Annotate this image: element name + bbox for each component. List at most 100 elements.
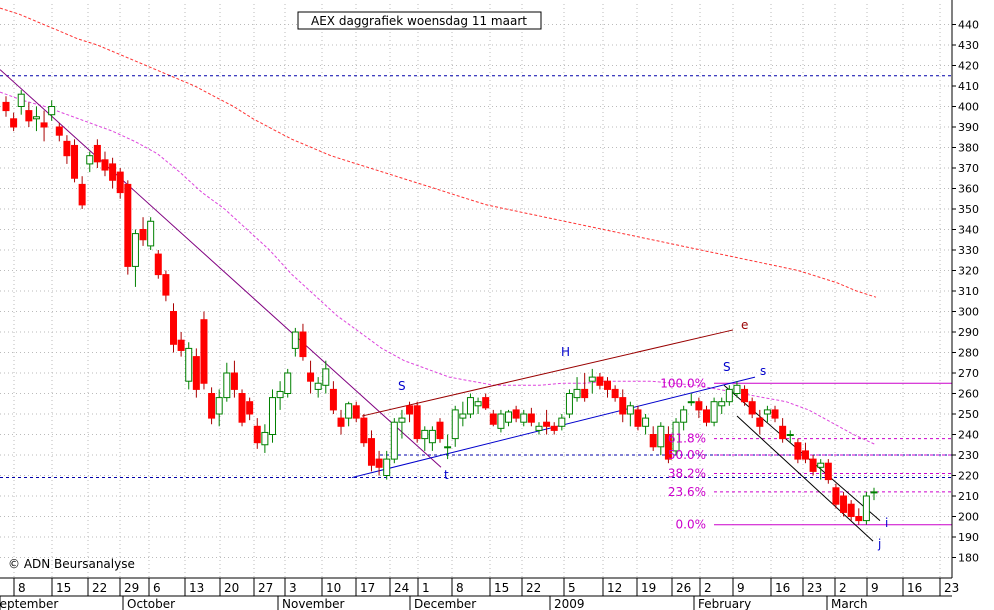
candle-body [352, 405, 360, 419]
candle-body [779, 425, 787, 440]
month-label: 2009 [554, 597, 585, 610]
x-tick-label: 8 [456, 581, 464, 595]
x-tick-label: 5 [568, 581, 576, 595]
x-tick-label: 8 [18, 581, 26, 595]
x-tick-label: 10 [326, 581, 341, 595]
pattern-label: S [398, 379, 406, 393]
candle-body [375, 458, 383, 468]
candle-body [276, 390, 284, 399]
y-tick-label: 440 [958, 19, 979, 32]
candle-body [543, 421, 551, 427]
candle-body [32, 116, 40, 120]
candle-body [741, 388, 749, 403]
candle-body [398, 417, 406, 423]
candle-body [794, 442, 802, 460]
candle-body [116, 171, 124, 194]
y-tick-label: 210 [958, 490, 979, 503]
x-tick-label: 2 [839, 581, 847, 595]
candle-body [649, 434, 657, 448]
candle-body [406, 405, 414, 415]
y-tick-label: 240 [958, 429, 979, 442]
down-trend-line [0, 69, 442, 468]
candle-body [588, 376, 596, 382]
candle-body [520, 413, 528, 423]
fib-label: 100.0% [660, 376, 706, 390]
candle-body [329, 388, 337, 411]
candle-body [40, 122, 48, 128]
x-tick-label: 26 [676, 581, 691, 595]
y-tick-label: 180 [958, 552, 979, 565]
candle-body [505, 411, 513, 423]
x-tick-label: 16 [775, 581, 790, 595]
candle-body [2, 101, 10, 112]
candle-body [25, 110, 33, 122]
y-tick-label: 250 [958, 408, 979, 421]
candle-body [771, 409, 779, 419]
candle-body [131, 233, 139, 267]
candle-body [824, 462, 832, 481]
y-tick-label: 320 [958, 265, 979, 278]
y-tick-label: 190 [958, 531, 979, 544]
y-tick-label: 420 [958, 60, 979, 73]
x-tick-label: 22 [92, 581, 107, 595]
channel-upper-line [361, 329, 734, 417]
y-tick-label: 360 [958, 183, 979, 196]
candle-body [200, 319, 208, 384]
fib-label: 38.2% [668, 466, 706, 480]
month-label: September [0, 597, 58, 610]
y-tick-label: 340 [958, 224, 979, 237]
x-tick-label: 1 [422, 581, 430, 595]
candle-body [581, 388, 589, 399]
candle-body [154, 253, 162, 276]
y-tick-label: 380 [958, 142, 979, 155]
x-tick-label: 20 [224, 581, 239, 595]
candle-body [482, 397, 490, 409]
labels: 100.0% 61.8% 50.0% 38.2% 23.6% 0.0% S H Se s t ij [398, 318, 888, 551]
y-tick-label: 200 [958, 511, 979, 524]
candle-body [702, 409, 710, 423]
y-tick-label: 330 [958, 244, 979, 257]
pattern-label: s [760, 364, 766, 378]
candle-body [78, 183, 86, 206]
pattern-label: e [741, 318, 748, 332]
y-tick-label: 400 [958, 101, 979, 114]
candle-body [291, 331, 299, 349]
candle-body [390, 421, 398, 460]
candle-body [763, 409, 771, 415]
candle-body [718, 401, 726, 407]
candle-body [748, 401, 756, 415]
candle-body [367, 438, 375, 466]
x-tick-label: 29 [124, 581, 139, 595]
fib-label: 0.0% [676, 518, 707, 532]
candle-body [170, 311, 178, 345]
candle-body [192, 356, 200, 390]
candle-body [672, 421, 680, 452]
candle-body [337, 417, 345, 427]
candle-body [870, 491, 878, 494]
candle-body [565, 393, 573, 415]
candle-body [268, 397, 276, 436]
x-tick-label: 22 [526, 581, 541, 595]
candle-body [573, 388, 581, 399]
x-tick-label: 23 [807, 581, 822, 595]
candle-body [444, 446, 452, 449]
candle-body [862, 495, 870, 522]
candle-body [10, 118, 18, 128]
y-tick-label: 290 [958, 326, 979, 339]
candle-body [527, 413, 535, 423]
y-tick-label: 270 [958, 367, 979, 380]
month-label: October [127, 597, 175, 610]
candle-body [63, 140, 71, 157]
pattern-label: S [723, 360, 731, 374]
month-label: March [831, 597, 868, 610]
candles [2, 90, 878, 525]
month-label: December [414, 597, 476, 610]
candle-body [550, 425, 558, 431]
candle-body [710, 401, 718, 423]
pattern-label: t [444, 468, 449, 482]
candle-body [558, 417, 566, 427]
